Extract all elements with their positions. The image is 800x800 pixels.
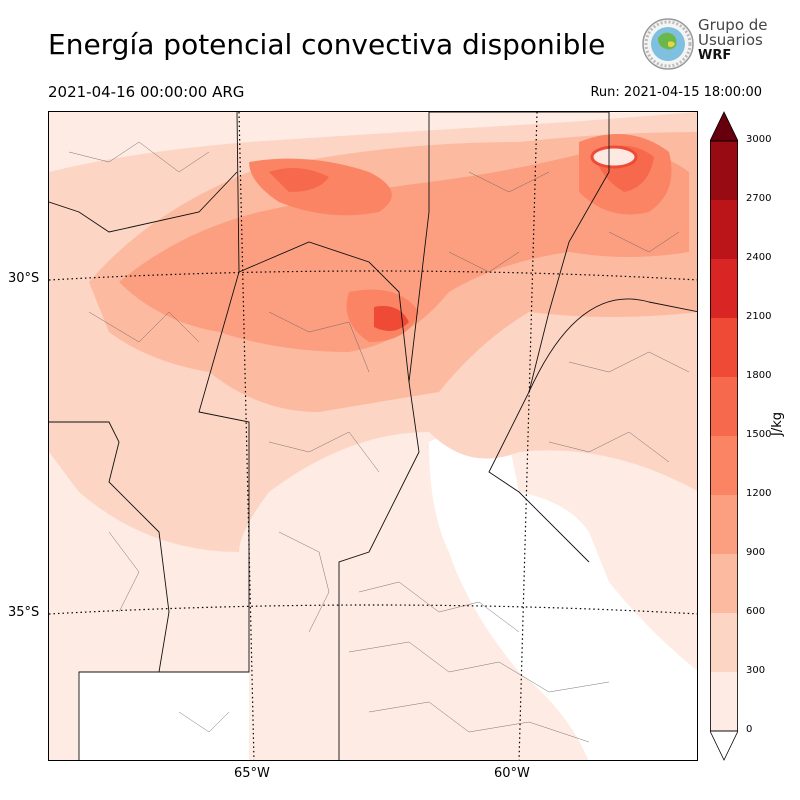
colorbar-band [710, 436, 738, 495]
cape-map-svg [49, 112, 697, 760]
valid-time-label: 2021-04-16 00:00:00 ARG [48, 83, 245, 101]
lat-label-30s: 30°S [8, 271, 40, 286]
lon-label-65w: 65°W [234, 766, 270, 781]
colorbar-tick-label: 900 [746, 547, 766, 558]
colorbar-tick-label: 0 [746, 724, 753, 735]
field-level-900 [119, 149, 689, 352]
map-title: Energía potencial convectiva disponible [48, 28, 606, 61]
meridian-65w [238, 112, 255, 760]
colorbar-band [710, 141, 738, 200]
colorbar-band [710, 613, 738, 672]
parallel-30s [49, 270, 697, 281]
colorbar-band [710, 672, 738, 731]
field-hotspot-northeast [590, 145, 638, 169]
colorbar-tick-label: 1500 [746, 429, 772, 440]
colorbar-unit-label: J/kg [770, 412, 785, 436]
colorbar-band [710, 495, 738, 554]
graticule [49, 112, 697, 760]
colorbar-band [710, 377, 738, 436]
colorbar-tick-label: 3000 [746, 134, 772, 145]
field-level-1500-north [269, 168, 329, 192]
lat-label-35s: 35°S [8, 605, 40, 620]
field-level-1800-central [374, 306, 409, 331]
colorbar-tick-label: 2100 [746, 311, 772, 322]
colorbar-band [710, 259, 738, 318]
colorbar-frame [710, 140, 738, 732]
logo-line-3: WRF [698, 48, 732, 63]
colorbar-tick-label: 1800 [746, 370, 772, 381]
colorbar-tick-label: 2700 [746, 193, 772, 204]
colorbar-extend-min [710, 730, 738, 761]
colorbar-extend-max [710, 111, 738, 142]
field-low-area-east [429, 432, 697, 760]
colorbar-tick-label: 300 [746, 665, 766, 676]
wrf-users-logo: Grupo de Usuarios WRF [640, 16, 790, 72]
parallel-35s [49, 604, 697, 615]
colorbar-tick-label: 1200 [746, 488, 772, 499]
logo-line-1: Grupo de [698, 16, 768, 34]
colorbar-tick-label: 600 [746, 606, 766, 617]
colorbar-band [710, 554, 738, 613]
colorbar-band [710, 200, 738, 259]
logo-line-2: Usuarios [698, 31, 763, 49]
field-low-area-southwest [79, 672, 249, 760]
colorbar-tick-label: 2400 [746, 252, 772, 263]
run-time-label: Run: 2021-04-15 18:00:00 [590, 85, 762, 100]
colorbar [710, 111, 738, 761]
lon-label-60w: 60°W [494, 766, 530, 781]
colorbar-band [710, 318, 738, 377]
globe-emblem-icon [642, 18, 694, 70]
meridian-60w [518, 112, 538, 760]
department-boundaries [68, 141, 690, 743]
cape-map [48, 111, 698, 761]
